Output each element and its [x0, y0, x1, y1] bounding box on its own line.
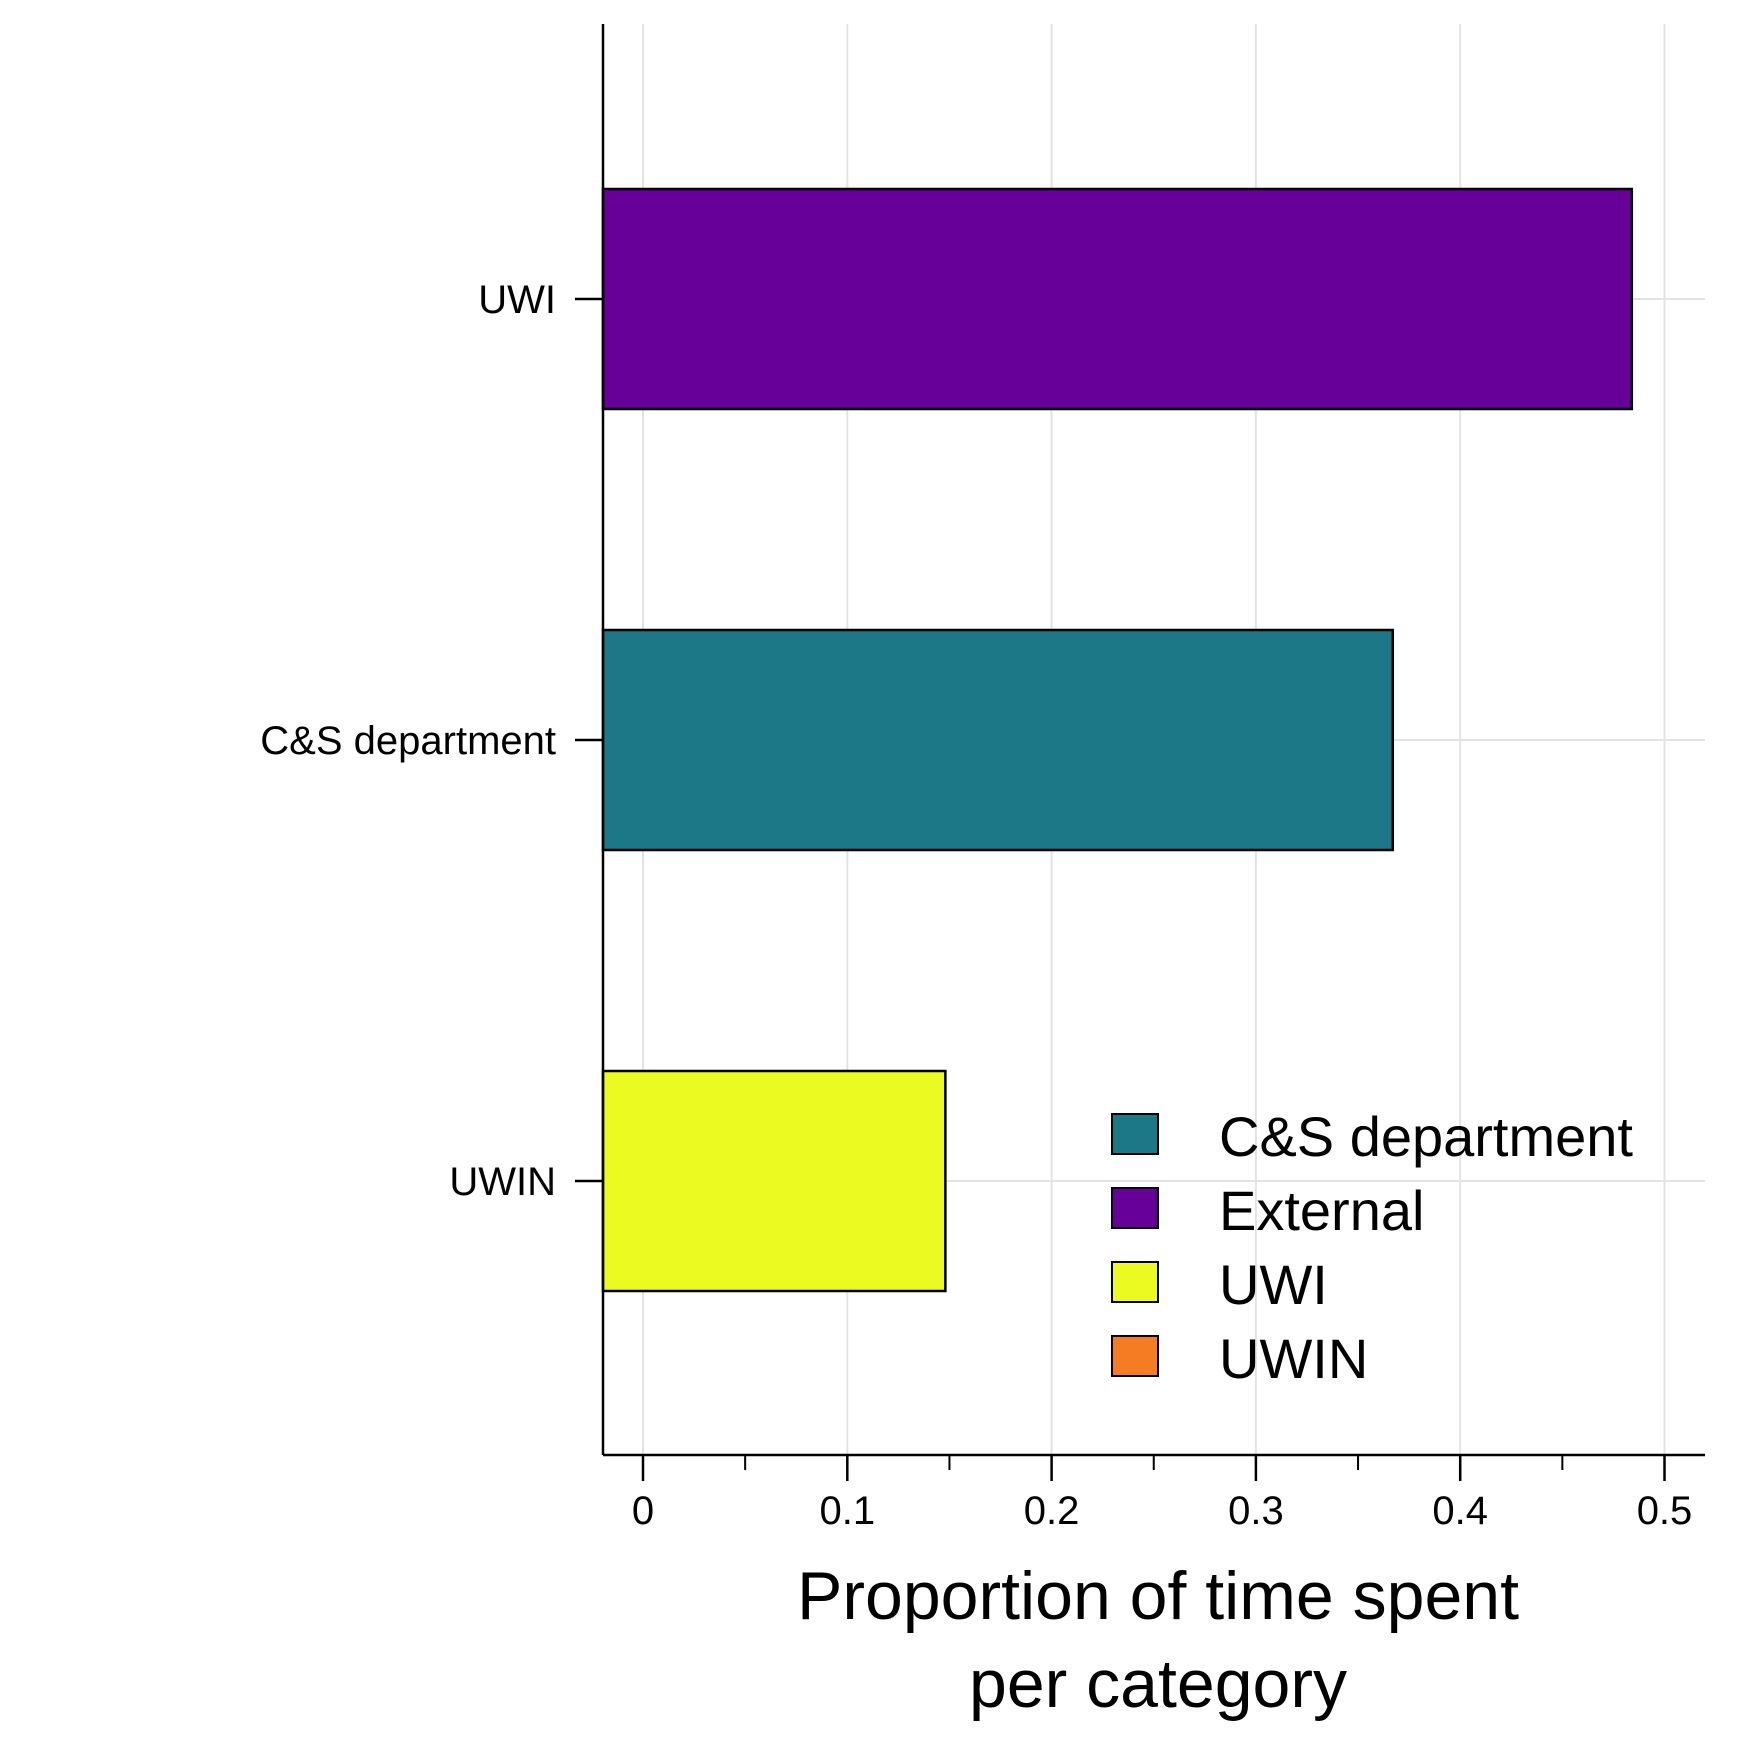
legend-swatch-3	[1111, 1335, 1159, 1377]
x-tick-label-2: 0.2	[1024, 1489, 1080, 1533]
legend-label-1: External	[1219, 1179, 1424, 1242]
bar-uwi	[601, 187, 1634, 411]
legend: C&S department External UWI UWIN	[1111, 1105, 1633, 1390]
axes: 0 0.1 0.2 0.3 0.4 0.5 UWI C&S department UWIN	[260, 24, 1705, 1533]
y-tick-label-0: UWI	[478, 278, 556, 322]
legend-swatch-1	[1111, 1187, 1159, 1229]
legend-label-3: UWIN	[1219, 1327, 1368, 1390]
legend-label-2: UWI	[1219, 1253, 1328, 1316]
legend-label-0: C&S department	[1219, 1105, 1633, 1168]
y-tick-label-1: C&S department	[260, 719, 556, 763]
bars	[601, 187, 1634, 1293]
legend-swatch-2	[1111, 1261, 1159, 1303]
x-axis-title-line-1: Proportion of time spent	[797, 1558, 1519, 1634]
x-tick-label-1: 0.1	[819, 1489, 875, 1533]
x-axis-title-line-2: per category	[969, 1646, 1347, 1722]
x-tick-label-3: 0.3	[1228, 1489, 1284, 1533]
x-tick-label-4: 0.4	[1432, 1489, 1488, 1533]
x-tick-label-0: 0	[632, 1489, 654, 1533]
bar-c-s-department	[601, 628, 1395, 852]
y-tick-label-2: UWIN	[449, 1160, 556, 1204]
legend-swatch-0	[1111, 1113, 1159, 1155]
bar-uwin	[601, 1069, 947, 1293]
x-tick-label-5: 0.5	[1637, 1489, 1693, 1533]
